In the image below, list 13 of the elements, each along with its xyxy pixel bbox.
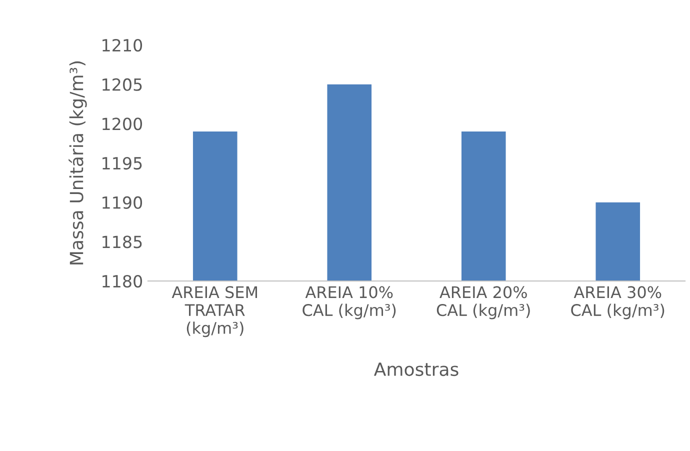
y-tick-label: 1210 (102, 38, 142, 52)
x-tick-label: AREIA 10% CAL (kg/m³) (302, 286, 396, 320)
y-tick-label: 1205 (102, 78, 142, 91)
y-axis-title: Massa Unitária (kg/m³) (68, 61, 87, 264)
y-tick-label: 1185 (102, 236, 142, 248)
y-tick-label: 1200 (102, 118, 142, 130)
x-tick-label: AREIA 20% CAL (kg/m³) (436, 286, 530, 320)
x-tick-label: AREIA 30% CAL (kg/m³) (571, 286, 664, 320)
y-tick-label: 1180 (102, 274, 142, 288)
x-tick-label: AREIA SEM TRATAR (kg/m³) (172, 286, 257, 338)
x-axis-title: Amostras (374, 362, 458, 376)
y-tick-label: 1190 (102, 196, 142, 209)
y-tick-label: 1195 (102, 156, 142, 170)
